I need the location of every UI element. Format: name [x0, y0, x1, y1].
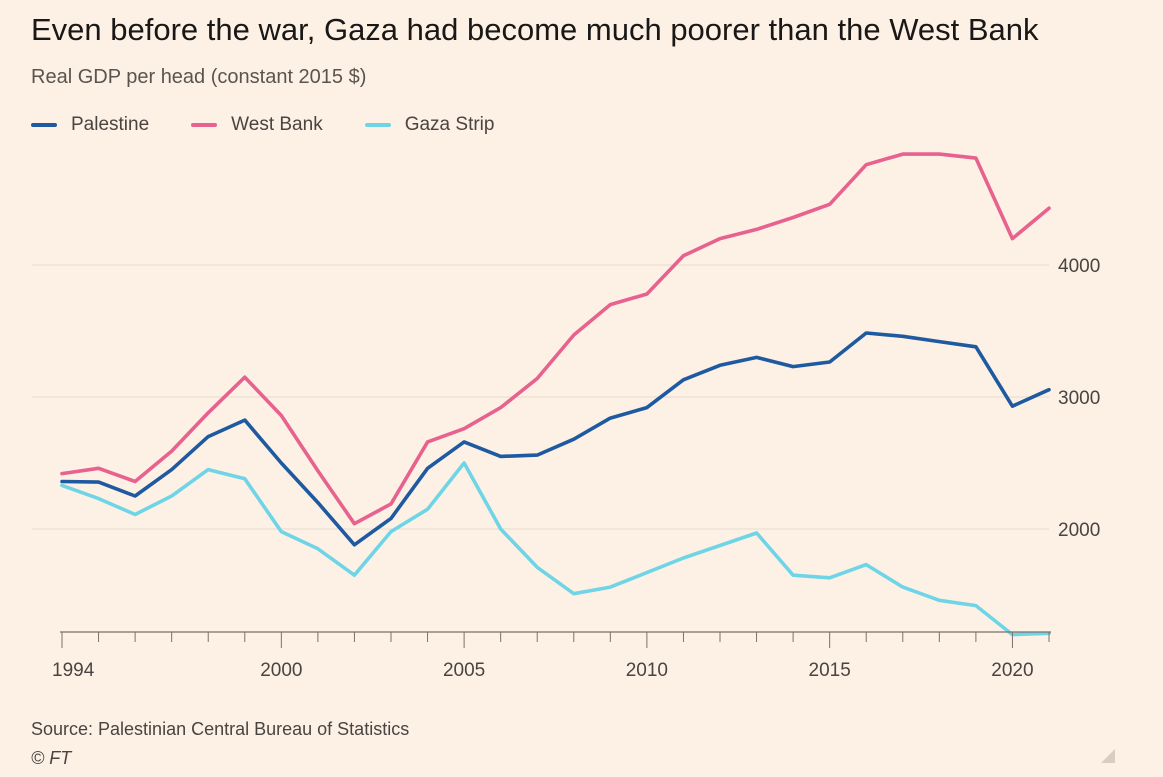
legend-label-palestine: Palestine — [71, 114, 150, 135]
legend-item-palestine: Palestine — [31, 114, 149, 136]
x-tick-label-2015: 2015 — [809, 660, 851, 681]
legend-item-gaza-strip: Gaza Strip — [364, 114, 495, 136]
y-tick-label-4000: 4000 — [1058, 256, 1100, 277]
series-line-gaza-strip — [60, 461, 1051, 637]
source-note: Source: Palestinian Central Bureau of St… — [31, 719, 410, 739]
x-axis: 1994 2000 2005 2010 2015 2020 — [52, 631, 1051, 681]
chart-title: Even before the war, Gaza had become muc… — [31, 12, 1039, 47]
resize-handle-icon — [1101, 749, 1115, 763]
series-line-palestine — [60, 331, 1051, 547]
y-tick-label-2000: 2000 — [1058, 520, 1100, 541]
series-lines — [60, 152, 1051, 637]
series-line-west-bank — [60, 152, 1051, 526]
legend-swatch-gaza-strip — [364, 123, 391, 127]
legend-swatch-west-bank — [191, 123, 218, 127]
x-tick-label-2000: 2000 — [260, 660, 302, 681]
x-tick-label-2020: 2020 — [991, 660, 1033, 681]
gridlines — [32, 264, 1049, 530]
x-tick-label-2010: 2010 — [626, 660, 668, 681]
legend-label-west-bank: West Bank — [231, 114, 323, 135]
legend: Palestine West Bank Gaza Strip — [31, 114, 536, 136]
y-axis-labels: 2000 3000 4000 — [1058, 256, 1100, 541]
legend-item-west-bank: West Bank — [191, 114, 323, 136]
y-tick-label-3000: 3000 — [1058, 388, 1100, 409]
x-tick-label-1994: 1994 — [52, 660, 95, 681]
ft-credit: © FT — [31, 748, 72, 768]
legend-swatch-palestine — [31, 123, 57, 127]
legend-label-gaza-strip: Gaza Strip — [404, 114, 495, 135]
x-tick-label-2005: 2005 — [443, 660, 485, 681]
chart-subtitle: Real GDP per head (constant 2015 $) — [31, 66, 367, 88]
